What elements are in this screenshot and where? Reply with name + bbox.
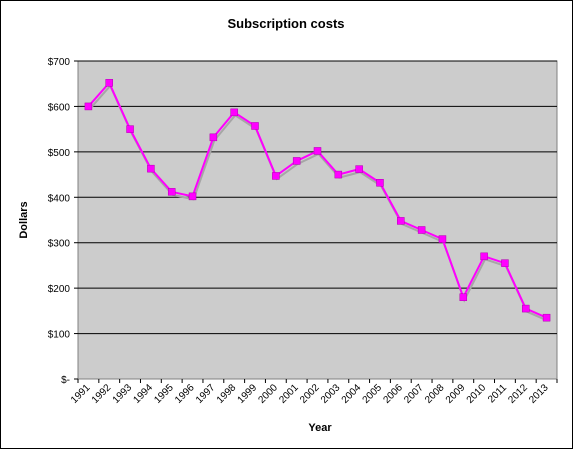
y-tick-label: $500	[48, 148, 71, 159]
x-tick-label: 2000	[256, 382, 280, 406]
x-tick-label: 1992	[90, 382, 114, 406]
y-tick-label: $400	[48, 193, 71, 204]
data-point-marker	[126, 125, 134, 133]
x-tick-label: 2004	[340, 382, 364, 406]
data-point-marker	[376, 178, 384, 187]
x-tick-label: 2001	[277, 382, 301, 406]
y-tick-label: $-	[61, 375, 70, 386]
y-tick-label: $300	[48, 239, 71, 250]
x-tick-label: 2009	[444, 382, 468, 406]
x-tick-label: 2002	[298, 382, 322, 406]
y-axis-label: Dollars	[18, 201, 30, 238]
x-tick-label: 2008	[423, 382, 447, 406]
data-point-marker	[522, 304, 530, 313]
x-tick-label: 2007	[402, 382, 426, 406]
y-tick-label: $200	[48, 284, 71, 295]
data-point-marker	[147, 164, 155, 173]
plot-area	[77, 60, 558, 380]
data-point-marker	[230, 108, 238, 117]
data-point-marker	[292, 157, 301, 165]
data-point-marker	[272, 172, 280, 180]
data-point-marker	[105, 79, 113, 87]
x-axis-ticks: 1991199219931994199519961997199819992000…	[69, 379, 558, 406]
data-point-marker	[355, 165, 363, 173]
y-tick-label: $100	[48, 330, 71, 341]
x-tick-label: 1991	[69, 382, 93, 406]
x-tick-label: 1999	[236, 382, 260, 406]
data-point-marker	[459, 293, 468, 301]
data-point-marker	[542, 313, 551, 322]
x-tick-label: 2013	[527, 382, 551, 406]
data-point-marker	[251, 122, 259, 130]
data-point-marker	[334, 170, 343, 179]
x-tick-label: 1997	[194, 382, 218, 406]
x-axis-label: Year	[308, 422, 332, 434]
x-tick-label: 2010	[465, 382, 489, 406]
data-point-marker	[209, 133, 218, 142]
data-point-marker	[167, 188, 176, 196]
y-tick-label: $600	[48, 102, 71, 113]
x-tick-label: 1994	[132, 382, 156, 406]
x-tick-label: 1995	[152, 382, 176, 406]
x-tick-label: 2006	[381, 382, 405, 406]
y-axis-ticks: $- $100 $200 $300 $400 $500 $600 $700	[48, 57, 78, 386]
data-point-marker	[417, 226, 426, 234]
y-tick-label: $700	[48, 57, 71, 68]
x-tick-label: 1998	[215, 382, 239, 406]
data-point-marker	[501, 259, 509, 267]
x-tick-label: 1993	[111, 382, 135, 406]
data-point-marker	[438, 235, 447, 243]
x-tick-label: 2011	[486, 382, 509, 405]
chart-title: Subscription costs	[227, 16, 344, 31]
x-tick-label: 2012	[506, 382, 530, 406]
data-point-marker	[84, 102, 93, 111]
data-point-marker	[397, 217, 405, 225]
x-tick-label: 2005	[361, 382, 385, 406]
data-point-marker	[313, 147, 322, 155]
x-tick-label: 1996	[173, 382, 197, 406]
x-tick-label: 2003	[319, 382, 343, 406]
data-point-marker	[188, 192, 197, 201]
data-point-marker	[480, 252, 488, 261]
series-layer	[84, 79, 551, 322]
